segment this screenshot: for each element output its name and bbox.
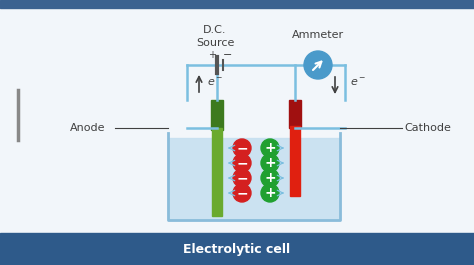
Text: +: +	[264, 171, 276, 185]
Circle shape	[261, 154, 279, 172]
Text: −: −	[236, 141, 248, 155]
Bar	[168, 138, 340, 220]
Text: −: −	[236, 186, 248, 200]
Text: Anode: Anode	[70, 123, 106, 133]
Circle shape	[233, 169, 251, 187]
Bar	[290, 126, 300, 196]
Text: +: +	[264, 156, 276, 170]
Bar	[212, 128, 222, 216]
Text: D.C.
Source: D.C. Source	[196, 25, 234, 48]
Circle shape	[304, 51, 332, 79]
Circle shape	[261, 139, 279, 157]
Circle shape	[233, 154, 251, 172]
Text: −: −	[236, 171, 248, 185]
Text: +: +	[264, 186, 276, 200]
Text: $e^-$: $e^-$	[207, 76, 223, 87]
Bar	[0, 233, 474, 265]
Circle shape	[233, 139, 251, 157]
Text: Electrolytic cell: Electrolytic cell	[183, 242, 291, 255]
Bar	[289, 100, 301, 128]
Circle shape	[261, 184, 279, 202]
Text: $e^-$: $e^-$	[350, 76, 366, 87]
Bar	[211, 100, 223, 130]
Circle shape	[261, 169, 279, 187]
Text: Ammeter: Ammeter	[292, 30, 344, 40]
Text: +: +	[264, 141, 276, 155]
Text: +: +	[208, 50, 216, 60]
Text: Cathode: Cathode	[404, 123, 451, 133]
Bar	[0, 0, 474, 8]
Text: −: −	[223, 50, 233, 60]
Text: −: −	[236, 156, 248, 170]
Circle shape	[233, 184, 251, 202]
